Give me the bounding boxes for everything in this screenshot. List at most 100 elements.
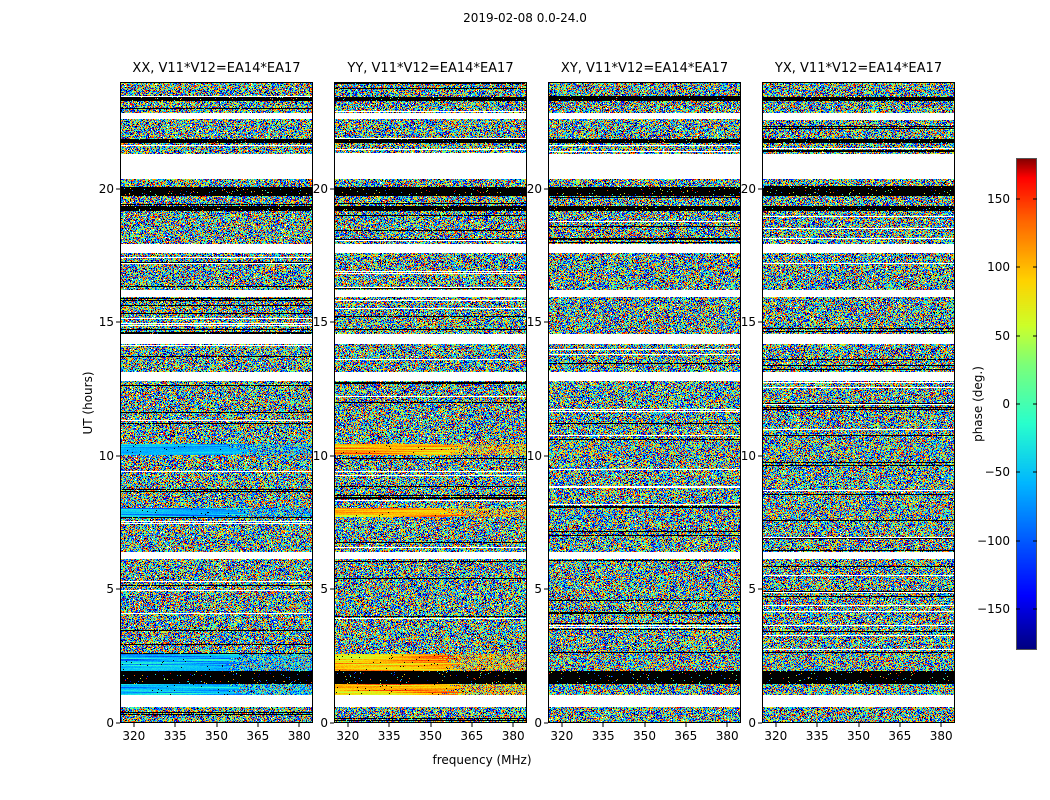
- ytick-mark-yy-10: [330, 455, 334, 457]
- xtick-mark-yx-335: [816, 723, 818, 727]
- xtick-label-yx-365: 365: [888, 729, 912, 743]
- ytick-mark-yy-20: [330, 188, 334, 190]
- xtick-label-xx-320: 320: [122, 729, 146, 743]
- waterfall-yy[interactable]: [334, 82, 527, 723]
- colorbar-tick-mark-right--50: [1033, 471, 1037, 473]
- xtick-mark-xy-380: [726, 723, 728, 727]
- xtick-mark-xy-365: [685, 723, 687, 727]
- colorbar-gradient: [1016, 158, 1037, 650]
- xtick-mark-xx-350: [216, 723, 217, 727]
- xtick-mark-xy-335: [602, 723, 604, 727]
- panel-yy[interactable]: YY, V11*V12=EA14*EA17 0 5 10 15 20 320 335 350 3…: [313, 61, 527, 743]
- colorbar-tick-label--100: −100: [977, 533, 1010, 548]
- colorbar-tick-mark-right-150: [1033, 198, 1037, 200]
- panel-title-yx: YX, V11*V12=EA14*EA17: [774, 61, 943, 76]
- xtick-mark-xx-320: [133, 723, 135, 727]
- xtick-label-yx-320: 320: [764, 729, 788, 743]
- xtick-mark-yy-335: [388, 723, 390, 727]
- xtick-label-yx-380: 380: [929, 729, 953, 743]
- colorbar[interactable]: −150 −100 −50 0 50 100 150: [977, 158, 1037, 650]
- xtick-label-xy-365: 365: [674, 729, 698, 743]
- colorbar-tick-label--50: −50: [984, 465, 1010, 480]
- xtick-mark-yx-380: [940, 723, 942, 727]
- ytick-label-xy-5: 5: [534, 582, 542, 597]
- ytick-mark-yy-5: [330, 588, 334, 590]
- ytick-label-xx-15: 15: [98, 315, 114, 330]
- ytick-label-xy-15: 15: [526, 315, 542, 330]
- xtick-label-xy-320: 320: [550, 729, 574, 743]
- xtick-label-xx-380: 380: [287, 729, 311, 743]
- ytick-mark-yy-15: [330, 321, 334, 323]
- panel-yx[interactable]: YX, V11*V12=EA14*EA17 0 5 10 15 20 320 335 350 3…: [741, 61, 955, 743]
- xtick-mark-xx-380: [298, 723, 300, 727]
- ytick-label-yy-15: 15: [312, 315, 328, 330]
- colorbar-tick-label-50: 50: [994, 328, 1010, 343]
- panel-xx[interactable]: XX, V11*V12=EA14*EA17 0 5 10 15 20 320 335 350 3…: [99, 61, 313, 743]
- xtick-mark-xx-365: [257, 723, 259, 727]
- panel-title-xy: XY, V11*V12=EA14*EA17: [560, 61, 729, 76]
- panel-title-yy: YY, V11*V12=EA14*EA17: [347, 61, 514, 76]
- ytick-label-yy-0: 0: [320, 716, 328, 730]
- ytick-label-yx-5: 5: [748, 582, 756, 597]
- colorbar-tick-mark-right-50: [1033, 335, 1037, 337]
- colorbar-tick-mark-right-100: [1033, 266, 1037, 268]
- xtick-mark-xy-350: [644, 723, 645, 727]
- ytick-mark-xy-20: [544, 188, 548, 190]
- colorbar-tick-mark-right--150: [1033, 608, 1037, 610]
- panel-xy[interactable]: XY, V11*V12=EA14*EA17 0 5 10 15 20 320 335 350 3…: [527, 61, 741, 743]
- ytick-mark-yx-20: [758, 188, 762, 190]
- ytick-mark-xy-15: [544, 321, 548, 323]
- ytick-mark-yx-5: [758, 588, 762, 590]
- ytick-mark-xy-10: [544, 455, 548, 457]
- ytick-mark-xx-20: [116, 188, 120, 190]
- colorbar-tick-mark-left-100: [1016, 266, 1020, 268]
- ytick-mark-yx-10: [758, 455, 762, 457]
- xtick-mark-xx-335: [174, 723, 176, 727]
- ytick-mark-xx-15: [116, 321, 120, 323]
- ytick-label-xx-5: 5: [106, 582, 114, 597]
- ytick-label-yx-10: 10: [740, 448, 756, 463]
- colorbar-tick-mark-right--100: [1033, 540, 1037, 542]
- ytick-mark-xy-0: [544, 722, 548, 724]
- xtick-mark-yx-350: [858, 723, 859, 727]
- x-axis-label: frequency (MHz): [432, 753, 532, 767]
- panel-title-xx: XX, V11*V12=EA14*EA17: [132, 61, 301, 76]
- ytick-label-xy-0: 0: [534, 716, 542, 730]
- colorbar-label: phase (deg.): [971, 366, 985, 442]
- ytick-label-xx-20: 20: [98, 181, 114, 196]
- ytick-mark-xy-5: [544, 588, 548, 590]
- xtick-label-xy-350: 350: [633, 729, 656, 743]
- ytick-label-xy-20: 20: [526, 181, 542, 196]
- xtick-mark-xy-320: [561, 723, 563, 727]
- colorbar-tick-mark-left-50: [1016, 335, 1020, 337]
- colorbar-tick-mark-right-0: [1033, 403, 1037, 405]
- xtick-label-xx-335: 335: [163, 729, 187, 743]
- ytick-label-yx-15: 15: [740, 315, 756, 330]
- ytick-label-xy-10: 10: [526, 448, 542, 463]
- ytick-mark-yx-0: [758, 722, 762, 724]
- colorbar-tick-mark-left-0: [1016, 403, 1020, 405]
- colorbar-tick-mark-left--100: [1016, 540, 1020, 542]
- ytick-mark-xx-0: [116, 722, 120, 724]
- colorbar-tick-label-0: 0: [1002, 397, 1010, 411]
- xtick-mark-yy-320: [347, 723, 349, 727]
- colorbar-tick-label-150: 150: [987, 192, 1010, 206]
- waterfall-xy[interactable]: [548, 82, 741, 723]
- ytick-label-yy-20: 20: [312, 181, 328, 196]
- xtick-mark-yy-365: [471, 723, 473, 727]
- waterfall-yx[interactable]: [762, 82, 955, 723]
- xtick-label-xx-350: 350: [205, 729, 228, 743]
- waterfall-xx[interactable]: [120, 82, 313, 723]
- xtick-mark-yy-380: [512, 723, 514, 727]
- ytick-label-yy-5: 5: [320, 582, 328, 597]
- ytick-mark-xx-10: [116, 455, 120, 457]
- colorbar-tick-mark-left--150: [1016, 608, 1020, 610]
- ytick-label-xx-10: 10: [98, 448, 114, 463]
- xtick-mark-yy-350: [430, 723, 431, 727]
- xtick-label-yy-380: 380: [501, 729, 525, 743]
- y-axis-label: UT (hours): [81, 371, 95, 435]
- xtick-label-xy-380: 380: [715, 729, 739, 743]
- ytick-mark-yy-0: [330, 722, 334, 724]
- colorbar-tick-label-100: 100: [987, 260, 1010, 275]
